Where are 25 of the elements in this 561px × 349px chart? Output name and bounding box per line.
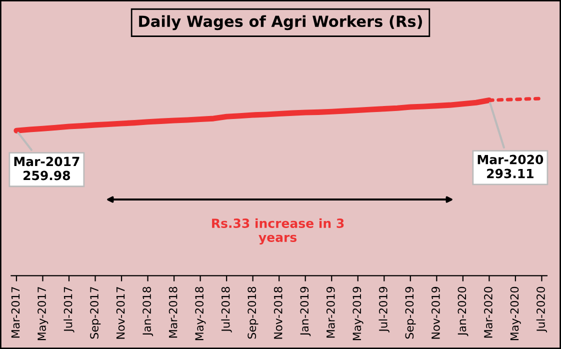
x-tick-label: May-2019 [352, 286, 364, 340]
x-tick-label: Nov-2018 [274, 286, 282, 339]
x-tick-label: Jul-2020 [536, 286, 548, 332]
x-tick-label: May-2018 [195, 286, 206, 340]
x-tick-label: Nov-2017 [116, 287, 125, 339]
annotation: Rs.33 increase in 3 years [212, 218, 344, 245]
annotation: Mar-2020 293.11 [478, 154, 544, 178]
x-tick-label: Sep-2018 [248, 286, 258, 339]
x-tick-label: Jul-2017 [64, 287, 74, 332]
x-tick-label: Nov-2019 [431, 286, 440, 339]
x-tick-label: Mar-2020 [484, 286, 492, 338]
x-tick-label: Mar-2019 [326, 286, 335, 338]
annotation: Mar-2017 259.98 [14, 156, 80, 180]
x-tick-label: May-2017 [38, 287, 48, 340]
chart-title: Daily Wages of Agri Workers (Rs) [139, 15, 422, 30]
x-tick-label: Sep-2017 [90, 287, 101, 339]
x-tick-label: Mar-2017 [11, 287, 20, 338]
x-tick-label: May-2020 [510, 286, 521, 340]
x-tick-label: Jul-2019 [378, 286, 390, 332]
x-tick-label: Mar-2018 [168, 286, 178, 338]
x-tick-label: Sep-2019 [405, 286, 416, 339]
x-tick-label: Jan-2020 [458, 286, 468, 336]
x-tick-label: Jul-2018 [221, 286, 232, 332]
x-tick-label: Jan-2019 [300, 286, 311, 336]
x-tick-label: Jan-2018 [142, 286, 154, 336]
